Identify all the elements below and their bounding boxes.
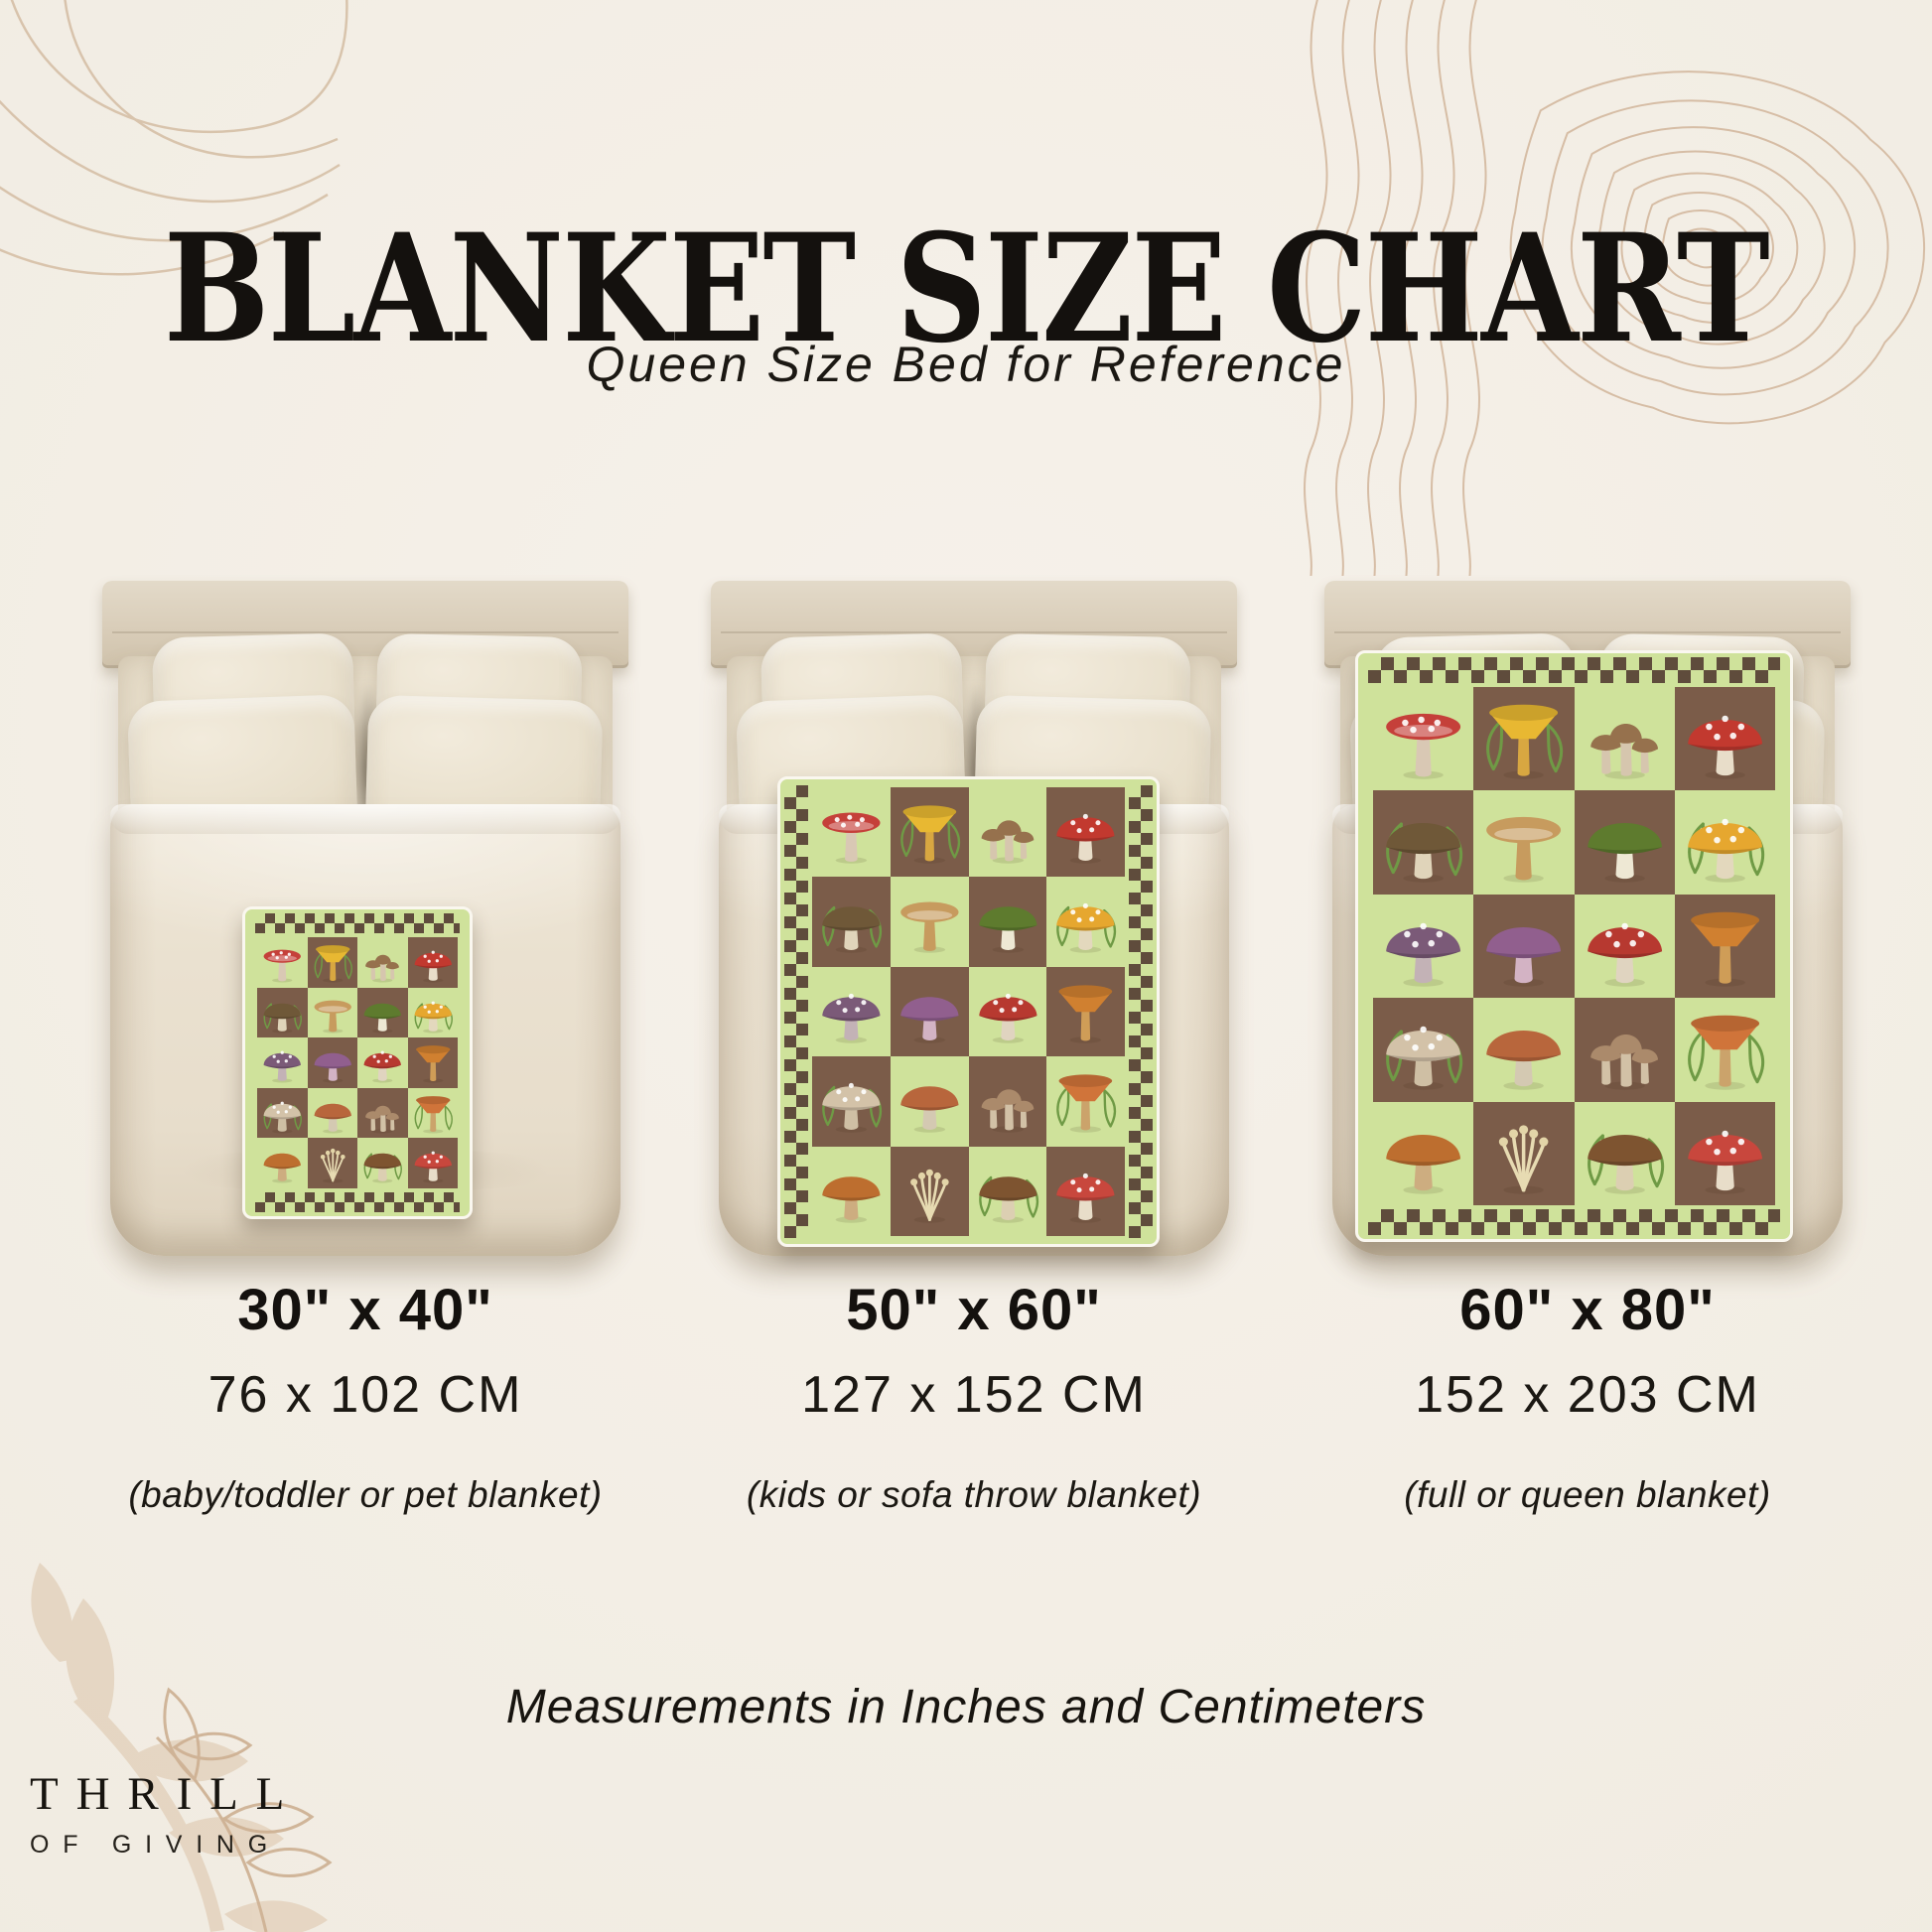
size-use: (kids or sofa throw blanket) bbox=[746, 1474, 1202, 1515]
mushroom-icon bbox=[1674, 790, 1775, 895]
bed-illustration-large bbox=[1324, 581, 1851, 1256]
mushroom-icon bbox=[407, 1037, 458, 1088]
mushroom-icon bbox=[1046, 1056, 1125, 1147]
checkerboard-border bbox=[784, 785, 808, 1238]
mushroom-icon bbox=[968, 1056, 1047, 1147]
mushroom-icon bbox=[1373, 1101, 1474, 1205]
mushroom-icon bbox=[357, 1037, 408, 1088]
size-label-small: 30" x 40" 76 x 102 CM (baby/toddler or p… bbox=[102, 1277, 628, 1516]
bed-illustration-medium bbox=[711, 581, 1237, 1256]
checkerboard-border bbox=[255, 1192, 460, 1212]
size-use: (baby/toddler or pet blanket) bbox=[128, 1474, 603, 1515]
size-use: (full or queen blanket) bbox=[1404, 1474, 1771, 1515]
mushroom-icon bbox=[407, 937, 458, 988]
size-inches: 30" x 40" bbox=[237, 1278, 493, 1342]
mushroom-icon bbox=[890, 787, 969, 878]
mushroom-icon bbox=[1674, 687, 1775, 791]
blanket-30x40 bbox=[242, 906, 473, 1219]
measurements-note: Measurements in Inches and Centimeters bbox=[505, 1681, 1427, 1733]
mushroom-icon bbox=[257, 987, 308, 1038]
mushroom-icon bbox=[1674, 894, 1775, 999]
size-label-medium: 50" x 60" 127 x 152 CM (kids or sofa thr… bbox=[711, 1277, 1237, 1516]
mushroom-icon bbox=[257, 1138, 308, 1188]
mushroom-icon bbox=[1046, 966, 1125, 1057]
mushroom-icon bbox=[307, 987, 357, 1038]
blanket-pattern bbox=[257, 937, 458, 1188]
size-cm: 76 x 102 CM bbox=[207, 1366, 523, 1424]
mushroom-icon bbox=[257, 1087, 308, 1139]
brand-logo: THRILL OF GIVING bbox=[30, 1767, 302, 1860]
mushroom-icon bbox=[1373, 687, 1474, 791]
mushroom-icon bbox=[1574, 998, 1675, 1102]
mushroom-icon bbox=[257, 1037, 308, 1088]
mushroom-icon bbox=[1674, 1101, 1775, 1205]
size-cm: 127 x 152 CM bbox=[801, 1366, 1147, 1424]
mushroom-icon bbox=[1046, 1146, 1125, 1236]
mushroom-icon bbox=[1046, 787, 1125, 878]
bed-illustration-small bbox=[102, 581, 628, 1256]
mushroom-icon bbox=[357, 1138, 408, 1188]
mushroom-icon bbox=[812, 1146, 891, 1236]
mushroom-icon bbox=[890, 877, 969, 967]
mushroom-icon bbox=[357, 937, 408, 988]
size-cm: 152 x 203 CM bbox=[1415, 1366, 1760, 1424]
size-label-large: 60" x 80" 152 x 203 CM (full or queen bl… bbox=[1324, 1277, 1851, 1516]
checkerboard-border bbox=[1368, 1209, 1780, 1235]
mushroom-icon bbox=[812, 877, 891, 967]
mushroom-icon bbox=[890, 1056, 969, 1147]
mushroom-icon bbox=[968, 966, 1047, 1057]
mushroom-icon bbox=[1574, 687, 1675, 791]
mushroom-icon bbox=[812, 966, 891, 1057]
mushroom-icon bbox=[1473, 790, 1575, 895]
mushroom-icon bbox=[307, 1037, 357, 1088]
blanket-pattern bbox=[812, 787, 1125, 1236]
mushroom-icon bbox=[307, 1087, 357, 1139]
mushroom-icon bbox=[257, 937, 308, 988]
brand-tagline: OF GIVING bbox=[30, 1831, 281, 1859]
mushroom-icon bbox=[890, 1146, 969, 1236]
size-inches: 60" x 80" bbox=[1459, 1278, 1716, 1342]
mushroom-icon bbox=[1373, 998, 1474, 1102]
mushroom-icon bbox=[357, 1087, 408, 1139]
mushroom-icon bbox=[407, 1138, 458, 1188]
mushroom-icon bbox=[1674, 998, 1775, 1102]
mushroom-icon bbox=[1473, 1101, 1575, 1205]
mushroom-icon bbox=[1046, 877, 1125, 967]
checkerboard-border bbox=[1129, 785, 1153, 1238]
page-subtitle: Queen Size Bed for Reference bbox=[586, 337, 1346, 392]
mushroom-icon bbox=[1473, 894, 1575, 999]
mushroom-icon bbox=[407, 1087, 458, 1139]
mushroom-icon bbox=[890, 966, 969, 1057]
size-inches: 50" x 60" bbox=[846, 1278, 1102, 1342]
page-title: BLANKET SIZE CHART bbox=[163, 201, 1770, 376]
mushroom-icon bbox=[1373, 790, 1474, 895]
mushroom-icon bbox=[1574, 1101, 1675, 1205]
brand-name: THRILL bbox=[30, 1768, 303, 1820]
mushroom-icon bbox=[1574, 790, 1675, 895]
mushroom-icon bbox=[1473, 687, 1575, 791]
mushroom-icon bbox=[357, 987, 408, 1038]
mushroom-icon bbox=[968, 1146, 1047, 1236]
blanket-60x80 bbox=[1355, 650, 1793, 1242]
blanket-pattern bbox=[1373, 687, 1775, 1205]
mushroom-icon bbox=[307, 937, 357, 988]
mushroom-icon bbox=[307, 1138, 357, 1188]
mushroom-icon bbox=[968, 787, 1047, 878]
mushroom-icon bbox=[407, 987, 458, 1038]
mushroom-icon bbox=[1373, 894, 1474, 999]
mushroom-icon bbox=[968, 877, 1047, 967]
mushroom-icon bbox=[812, 787, 891, 878]
checkerboard-border bbox=[255, 913, 460, 933]
mushroom-icon bbox=[812, 1056, 891, 1147]
checkerboard-border bbox=[1368, 657, 1780, 683]
mushroom-icon bbox=[1574, 894, 1675, 999]
blanket-50x60 bbox=[777, 776, 1160, 1247]
mushroom-icon bbox=[1473, 998, 1575, 1102]
